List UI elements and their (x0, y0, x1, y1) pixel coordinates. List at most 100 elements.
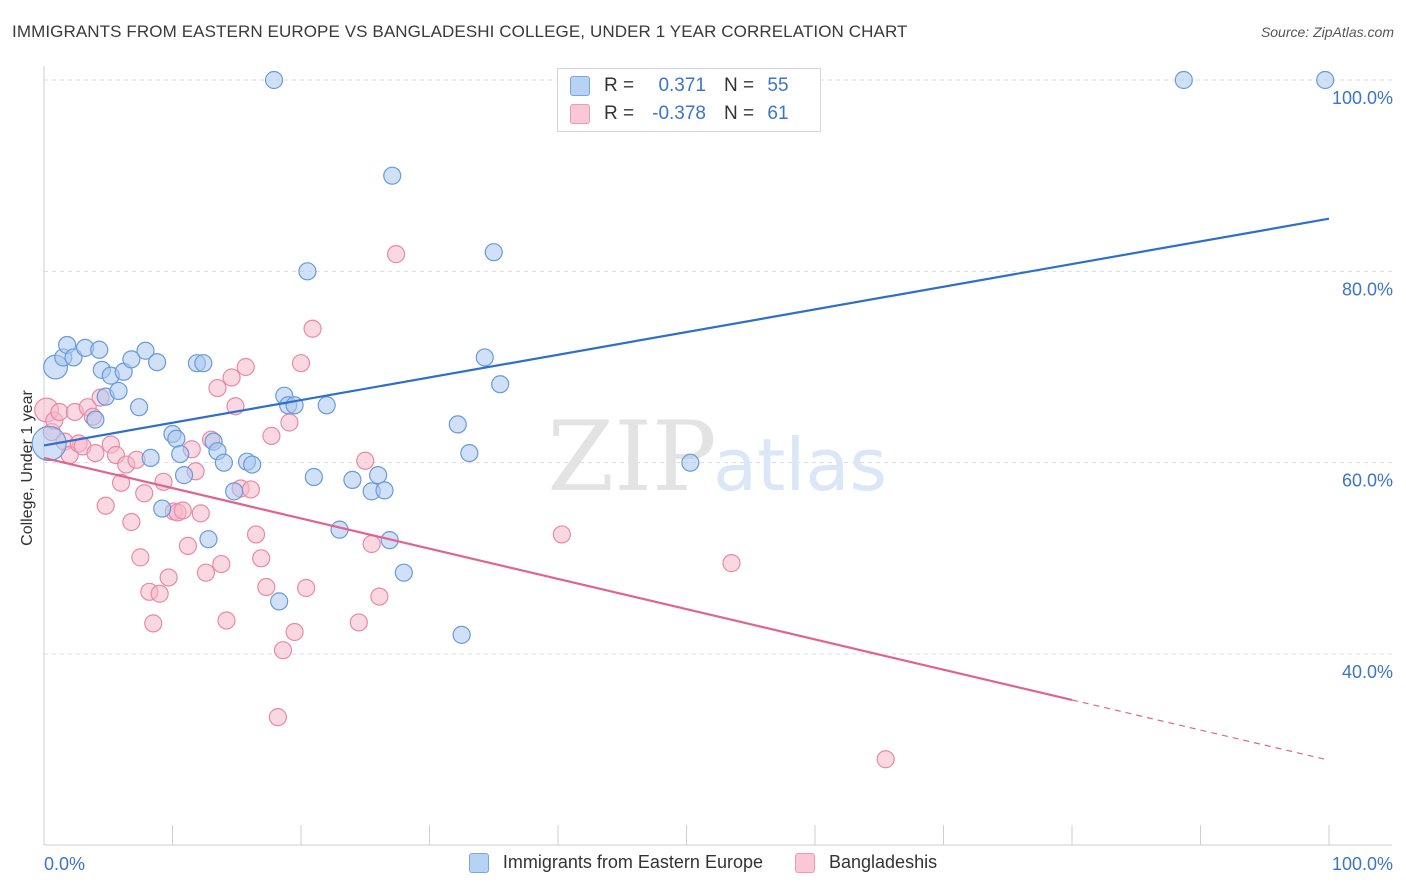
data-point-bangladeshis (252, 549, 271, 568)
data-point-bangladeshis (303, 319, 322, 338)
data-point-bangladeshis (268, 708, 287, 727)
data-point-bangladeshis (196, 563, 216, 582)
source-label: Source: ZipAtlas.com (1260, 24, 1394, 40)
data-point-bangladeshis (144, 614, 163, 633)
data-point-eastern-europe (194, 354, 213, 373)
data-point-bangladeshis (208, 378, 227, 398)
data-point-eastern-europe (122, 350, 141, 369)
data-point-eastern-europe (147, 353, 167, 372)
data-point-eastern-europe (369, 466, 388, 485)
data-point-eastern-europe (317, 396, 336, 415)
data-point-eastern-europe (681, 453, 700, 472)
data-point-eastern-europe (460, 444, 479, 463)
data-point-bangladeshis (349, 613, 368, 632)
data-point-bangladeshis (212, 554, 231, 574)
data-point-bangladeshis (280, 413, 299, 432)
legend-item-eastern-europe[interactable]: Immigrants from Eastern Europe (468, 852, 763, 873)
data-point-bangladeshis (50, 402, 69, 422)
data-point-eastern-europe (484, 243, 503, 262)
data-point-bangladeshis (96, 496, 115, 515)
y-tick-labels: 40.0% 60.0% 80.0% 100.0% (1332, 88, 1393, 682)
data-point-eastern-europe (394, 563, 413, 582)
data-point-eastern-europe (383, 166, 402, 185)
data-point-bangladeshis (257, 577, 276, 597)
data-point-eastern-europe (214, 453, 233, 472)
data-point-eastern-europe (452, 625, 471, 644)
series-bangladeshis-points (34, 245, 895, 769)
data-point-bangladeshis (876, 750, 895, 769)
x-tick-labels: 0.0% 100.0% (44, 854, 1393, 874)
data-point-eastern-europe (375, 481, 394, 500)
data-point-bangladeshis (246, 525, 266, 544)
legend-n-value: 55 (767, 75, 789, 96)
legend-n-label: N = (724, 103, 755, 124)
data-point-bangladeshis (111, 473, 131, 492)
y-tick-label: 40.0% (1342, 662, 1393, 682)
data-point-bangladeshis (291, 354, 311, 373)
data-point-bangladeshis (262, 426, 281, 445)
data-point-eastern-europe (86, 410, 105, 429)
legend-swatch-blue (570, 76, 590, 96)
legend-item-bangladeshis[interactable]: Bangladeshis (795, 852, 937, 873)
data-point-bangladeshis (241, 480, 260, 499)
legend-r-value: 0.371 (658, 75, 706, 96)
series-legend: Immigrants from Eastern Europe Banglades… (0, 852, 1406, 873)
data-point-eastern-europe (174, 466, 194, 485)
data-point-bangladeshis (159, 568, 178, 587)
data-point-bangladeshis (370, 587, 389, 606)
legend-row-bangladeshis: R = -0.378 N = 61 (570, 102, 798, 126)
legend-swatch-pink (795, 852, 815, 873)
x-tick-label: 0.0% (44, 854, 85, 874)
trend-line-bangladeshis (43, 456, 1073, 701)
data-point-bangladeshis (173, 501, 192, 520)
data-point-bangladeshis (135, 484, 154, 503)
data-point-eastern-europe (199, 530, 218, 549)
legend-swatch-blue (468, 852, 489, 873)
data-point-bangladeshis (285, 622, 304, 642)
data-point-eastern-europe (304, 467, 323, 487)
data-point-bangladeshis (386, 245, 406, 264)
chart-title: IMMIGRANTS FROM EASTERN EUROPE VS BANGLA… (12, 22, 908, 41)
data-point-eastern-europe (109, 381, 128, 401)
y-tick-label: 80.0% (1342, 279, 1393, 299)
legend-label: Immigrants from Eastern Europe (502, 852, 763, 872)
correlation-legend: R = 0.371 N = 55 R = -0.378 N = 61 (557, 68, 821, 132)
data-point-eastern-europe (243, 455, 262, 474)
data-point-eastern-europe (171, 444, 190, 464)
data-point-bangladeshis (178, 536, 198, 555)
data-point-eastern-europe (448, 415, 467, 434)
data-point-bangladeshis (191, 504, 210, 523)
data-point-bangladeshis (150, 584, 169, 603)
data-point-bangladeshis (86, 444, 105, 463)
trend-lines (43, 217, 1330, 761)
legend-swatch-pink (570, 104, 590, 124)
data-point-eastern-europe (141, 448, 160, 467)
data-point-eastern-europe (167, 429, 186, 448)
data-point-bangladeshis (222, 368, 241, 387)
legend-row-eastern-europe: R = 0.371 N = 55 (570, 74, 798, 98)
data-point-eastern-europe (264, 70, 284, 90)
data-point-eastern-europe (298, 262, 317, 281)
legend-n-value: 61 (767, 103, 789, 124)
data-point-bangladeshis (131, 548, 150, 567)
y-tick-label: 60.0% (1342, 471, 1393, 491)
data-point-bangladeshis (356, 451, 375, 470)
data-point-bangladeshis (217, 611, 236, 630)
data-point-eastern-europe (1174, 70, 1193, 90)
data-point-bangladeshis (722, 554, 741, 573)
data-point-bangladeshis (362, 534, 381, 554)
watermark-atlas: atlas (713, 423, 887, 507)
legend-n-label: N = (724, 75, 755, 96)
data-point-eastern-europe (153, 499, 172, 518)
y-tick-label: 100.0% (1332, 88, 1393, 108)
data-point-eastern-europe (1316, 70, 1335, 90)
series-eastern-europe-points (31, 70, 1335, 644)
x-tick-label: 100.0% (1332, 854, 1393, 874)
data-point-eastern-europe (129, 398, 149, 417)
data-point-eastern-europe (270, 592, 289, 611)
data-point-eastern-europe (90, 340, 109, 359)
legend-r-label: R = (604, 103, 635, 124)
data-point-eastern-europe (225, 482, 244, 501)
data-point-eastern-europe (343, 470, 362, 489)
